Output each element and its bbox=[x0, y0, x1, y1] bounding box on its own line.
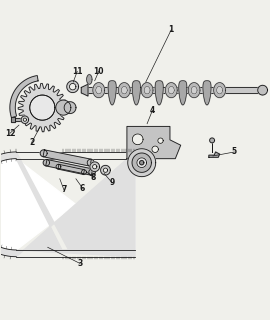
Polygon shape bbox=[158, 138, 163, 143]
Polygon shape bbox=[101, 165, 110, 175]
Polygon shape bbox=[87, 159, 94, 166]
Polygon shape bbox=[90, 162, 100, 172]
Text: 8: 8 bbox=[91, 173, 96, 182]
Polygon shape bbox=[0, 152, 135, 257]
Polygon shape bbox=[141, 83, 153, 98]
Text: 9: 9 bbox=[110, 178, 115, 187]
Polygon shape bbox=[132, 153, 151, 172]
Text: 10: 10 bbox=[93, 67, 104, 76]
Polygon shape bbox=[259, 85, 263, 95]
Polygon shape bbox=[118, 83, 130, 98]
Polygon shape bbox=[89, 169, 95, 175]
Polygon shape bbox=[121, 86, 127, 94]
Polygon shape bbox=[64, 102, 76, 114]
Polygon shape bbox=[152, 146, 158, 152]
Polygon shape bbox=[93, 83, 105, 98]
Polygon shape bbox=[23, 118, 26, 121]
Polygon shape bbox=[132, 81, 140, 105]
Text: 3: 3 bbox=[77, 259, 83, 268]
Polygon shape bbox=[43, 150, 91, 166]
Polygon shape bbox=[10, 76, 38, 118]
Polygon shape bbox=[36, 102, 48, 113]
Polygon shape bbox=[87, 75, 92, 84]
Text: 4: 4 bbox=[150, 106, 155, 115]
Polygon shape bbox=[188, 83, 200, 98]
Polygon shape bbox=[217, 86, 222, 94]
Polygon shape bbox=[81, 84, 88, 96]
Polygon shape bbox=[128, 149, 156, 177]
Polygon shape bbox=[103, 168, 108, 172]
Text: 2: 2 bbox=[29, 138, 34, 147]
Polygon shape bbox=[132, 134, 143, 145]
Polygon shape bbox=[165, 83, 177, 98]
Polygon shape bbox=[34, 99, 38, 103]
Polygon shape bbox=[93, 164, 97, 169]
Text: 7: 7 bbox=[61, 185, 66, 194]
Polygon shape bbox=[179, 81, 187, 105]
Polygon shape bbox=[69, 84, 76, 90]
Polygon shape bbox=[56, 100, 71, 115]
Polygon shape bbox=[30, 95, 55, 120]
Polygon shape bbox=[155, 81, 163, 105]
Polygon shape bbox=[15, 118, 23, 121]
Polygon shape bbox=[214, 83, 225, 98]
Polygon shape bbox=[47, 99, 51, 103]
Text: 11: 11 bbox=[72, 67, 83, 76]
Polygon shape bbox=[30, 95, 55, 120]
Polygon shape bbox=[258, 85, 267, 95]
Polygon shape bbox=[140, 161, 144, 165]
Polygon shape bbox=[168, 86, 174, 94]
Polygon shape bbox=[0, 159, 135, 250]
Polygon shape bbox=[191, 86, 197, 94]
Polygon shape bbox=[40, 150, 47, 157]
Polygon shape bbox=[34, 112, 38, 116]
Polygon shape bbox=[67, 81, 79, 92]
Text: 5: 5 bbox=[232, 148, 237, 156]
Polygon shape bbox=[11, 117, 15, 122]
Text: 1: 1 bbox=[169, 25, 174, 34]
Polygon shape bbox=[144, 86, 150, 94]
Polygon shape bbox=[96, 86, 102, 94]
Polygon shape bbox=[18, 84, 66, 132]
Polygon shape bbox=[210, 138, 214, 143]
Polygon shape bbox=[56, 164, 61, 169]
Polygon shape bbox=[127, 126, 181, 159]
Polygon shape bbox=[108, 81, 116, 105]
Polygon shape bbox=[209, 152, 220, 157]
Polygon shape bbox=[46, 160, 93, 175]
Polygon shape bbox=[43, 159, 50, 166]
Polygon shape bbox=[82, 170, 86, 174]
Polygon shape bbox=[21, 116, 29, 124]
Text: 12: 12 bbox=[5, 129, 15, 138]
Polygon shape bbox=[47, 112, 51, 116]
Text: 6: 6 bbox=[80, 184, 85, 193]
Polygon shape bbox=[137, 158, 147, 167]
Polygon shape bbox=[203, 81, 211, 105]
Polygon shape bbox=[58, 164, 85, 174]
Polygon shape bbox=[30, 95, 55, 120]
